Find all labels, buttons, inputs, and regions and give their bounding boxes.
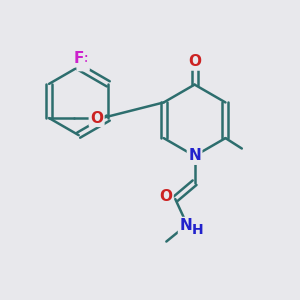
Text: F: F [78,55,88,70]
Text: H: H [192,223,203,237]
Text: N: N [188,148,201,164]
Text: N: N [179,218,192,233]
Text: O: O [188,54,201,69]
Text: F: F [74,51,84,66]
Text: O: O [90,110,103,125]
Text: O: O [159,189,172,204]
